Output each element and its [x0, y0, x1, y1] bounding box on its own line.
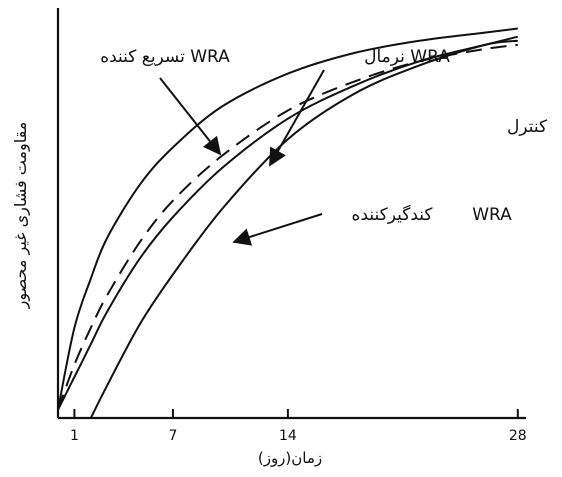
x-axis-label: زمان(روز) — [258, 449, 322, 467]
series-line-3 — [57, 35, 519, 411]
annotation-retarding-wra-label: WRA — [472, 205, 512, 225]
x-tick-label-28: 28 — [509, 428, 527, 444]
annotation-accelerating-wra: WRA تسریع کننده — [100, 47, 230, 67]
arrow-retarding-wra — [232, 213, 323, 246]
y-axis-label: مقاومت فشاری غیر محصور — [11, 122, 31, 310]
x-tick-label-14: 14 — [279, 428, 297, 444]
x-tick-label-1: 1 — [70, 428, 79, 444]
arrow-accelerating-wra — [159, 77, 222, 156]
series-line-2 — [57, 43, 518, 411]
annotation-normal-wra: WRA نرمال — [364, 47, 450, 67]
arrow-normal-wra — [269, 69, 325, 167]
annotation-control: کنترل — [507, 117, 548, 137]
x-tick-label-7: 7 — [168, 428, 177, 444]
series-layer — [57, 27, 519, 419]
series-line-4 — [89, 39, 518, 419]
series-line-1 — [57, 27, 518, 410]
tick-layer: 1 7 14 28 — [70, 409, 527, 444]
annotation-retarding-wra-name: کندگیرکننده — [352, 204, 434, 225]
